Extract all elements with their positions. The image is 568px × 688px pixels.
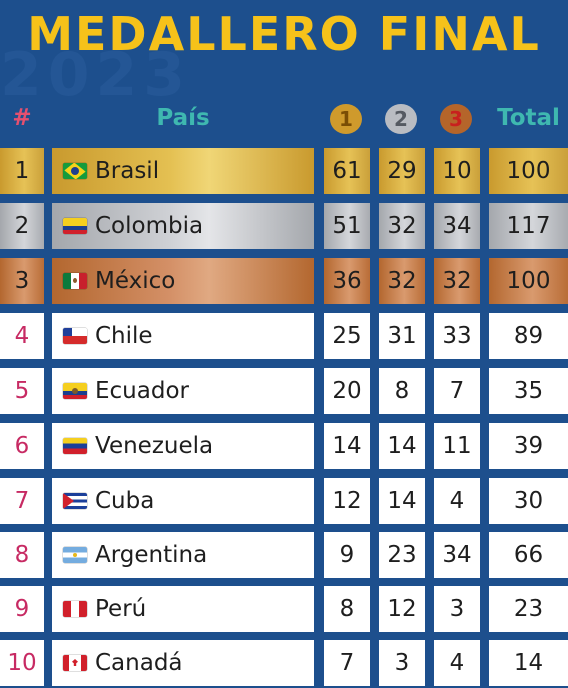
country-cell: Argentina (52, 532, 314, 578)
canada-flag-icon (63, 655, 87, 671)
country-name: Perú (95, 596, 147, 622)
country-cell: Chile (52, 313, 314, 359)
total-count: 14 (489, 640, 568, 686)
gold-count: 7 (324, 640, 370, 686)
brazil-flag-icon (63, 163, 87, 179)
rank-cell: 2 (0, 203, 44, 249)
rank-cell: 5 (0, 368, 44, 414)
table-row: 5 Ecuador 20 8 7 35 (0, 368, 568, 414)
silver-count: 14 (379, 478, 425, 524)
argentina-flag-icon (63, 547, 87, 563)
country-name: Argentina (95, 542, 208, 568)
rank-cell: 3 (0, 258, 44, 304)
header-total: Total (497, 105, 560, 131)
rank-cell: 6 (0, 423, 44, 469)
table-row: 6 Venezuela 14 14 11 39 (0, 423, 568, 469)
rank-cell: 10 (0, 640, 44, 686)
header-rank: # (12, 105, 32, 131)
country-cell: Colombia (52, 203, 314, 249)
silver-count: 29 (379, 148, 425, 194)
rank-cell: 7 (0, 478, 44, 524)
total-count: 100 (489, 258, 568, 304)
gold-count: 36 (324, 258, 370, 304)
country-name: Canadá (95, 650, 183, 676)
table-row: 2 Colombia 51 32 34 117 (0, 203, 568, 249)
country-name: Cuba (95, 488, 155, 514)
bronze-medal-icon: 3 (440, 104, 472, 134)
silver-count: 23 (379, 532, 425, 578)
country-name: Brasil (95, 158, 160, 184)
total-count: 39 (489, 423, 568, 469)
bronze-count: 7 (434, 368, 480, 414)
table-row: 9 Perú 8 12 3 23 (0, 586, 568, 632)
background-watermark: 2023 (0, 40, 191, 110)
bronze-count: 34 (434, 203, 480, 249)
country-name: Venezuela (95, 433, 214, 459)
country-cell: Brasil (52, 148, 314, 194)
rank-cell: 4 (0, 313, 44, 359)
mexico-flag-icon (63, 273, 87, 289)
colombia-flag-icon (63, 218, 87, 234)
gold-count: 14 (324, 423, 370, 469)
bronze-count: 32 (434, 258, 480, 304)
page-title: MEDALLERO FINAL (27, 7, 541, 61)
total-count: 23 (489, 586, 568, 632)
country-name: Ecuador (95, 378, 189, 404)
bronze-count: 3 (434, 586, 480, 632)
silver-count: 32 (379, 203, 425, 249)
bronze-count: 10 (434, 148, 480, 194)
bronze-count: 33 (434, 313, 480, 359)
table-row: 7 Cuba 12 14 4 30 (0, 478, 568, 524)
country-cell: Perú (52, 586, 314, 632)
table-row: 4 Chile 25 31 33 89 (0, 313, 568, 359)
silver-medal-icon: 2 (385, 104, 417, 134)
bronze-count: 4 (434, 478, 480, 524)
country-name: México (95, 268, 176, 294)
rank-cell: 8 (0, 532, 44, 578)
cuba-flag-icon (63, 493, 87, 509)
total-count: 35 (489, 368, 568, 414)
gold-count: 25 (324, 313, 370, 359)
silver-count: 8 (379, 368, 425, 414)
country-cell: Canadá (52, 640, 314, 686)
gold-count: 9 (324, 532, 370, 578)
ecuador-flag-icon (63, 383, 87, 399)
gold-count: 51 (324, 203, 370, 249)
bronze-count: 11 (434, 423, 480, 469)
gold-count: 8 (324, 586, 370, 632)
gold-count: 61 (324, 148, 370, 194)
country-cell: Venezuela (52, 423, 314, 469)
gold-count: 20 (324, 368, 370, 414)
silver-count: 31 (379, 313, 425, 359)
country-name: Colombia (95, 213, 204, 239)
bronze-count: 4 (434, 640, 480, 686)
country-cell: Ecuador (52, 368, 314, 414)
country-name: Chile (95, 323, 153, 349)
header-country: País (156, 105, 210, 131)
table-row: 1 Brasil 61 29 10 100 (0, 148, 568, 194)
table-row: 10 Canadá 7 3 4 14 (0, 640, 568, 686)
silver-count: 32 (379, 258, 425, 304)
chile-flag-icon (63, 328, 87, 344)
table-row: 3 México 36 32 32 100 (0, 258, 568, 304)
table-row: 8 Argentina 9 23 34 66 (0, 532, 568, 578)
gold-count: 12 (324, 478, 370, 524)
silver-count: 12 (379, 586, 425, 632)
total-count: 117 (489, 203, 568, 249)
total-count: 100 (489, 148, 568, 194)
total-count: 89 (489, 313, 568, 359)
bronze-count: 34 (434, 532, 480, 578)
total-count: 66 (489, 532, 568, 578)
total-count: 30 (489, 478, 568, 524)
gold-medal-icon: 1 (330, 104, 362, 134)
silver-count: 14 (379, 423, 425, 469)
peru-flag-icon (63, 601, 87, 617)
country-cell: México (52, 258, 314, 304)
silver-count: 3 (379, 640, 425, 686)
rank-cell: 1 (0, 148, 44, 194)
country-cell: Cuba (52, 478, 314, 524)
venezuela-flag-icon (63, 438, 87, 454)
rank-cell: 9 (0, 586, 44, 632)
